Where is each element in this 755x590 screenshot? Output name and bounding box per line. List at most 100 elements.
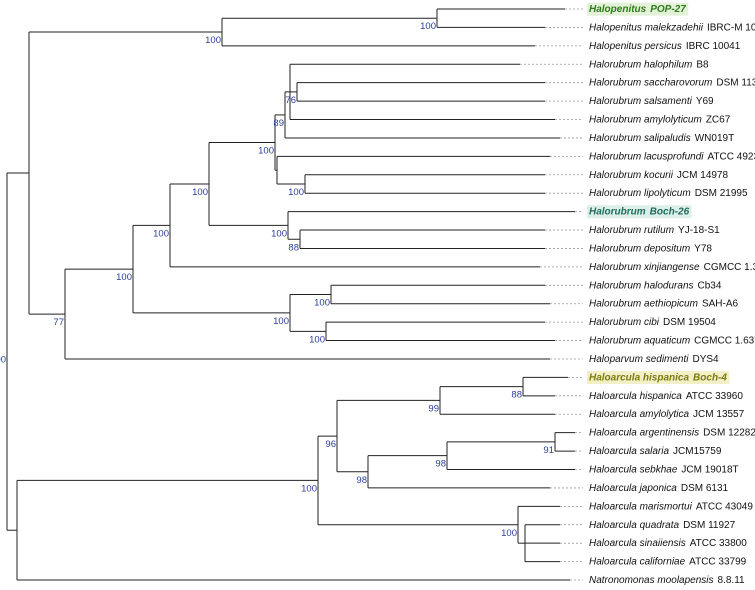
species-name: Haloarcula salaria: [589, 446, 669, 457]
strain: DSM 12282: [703, 427, 755, 438]
strain: DSM 1137: [716, 77, 755, 88]
species-name: Halorubrum cibi: [589, 317, 660, 328]
strain: ATCC 33960: [686, 390, 744, 401]
species-name: Halorubrum aethiopicum: [589, 298, 698, 309]
leaf-label: Haloarcula sebkhae JCM 19018T: [589, 464, 739, 475]
strain: DSM 6131: [681, 483, 729, 494]
leaf-label: Halorubrum xinjiangense CGMCC 1.3527: [589, 262, 755, 273]
strain: JCM 13557: [693, 409, 745, 420]
bootstrap-value: 77: [53, 317, 64, 328]
strain: DSM 11927: [683, 519, 736, 530]
strain: Y78: [694, 243, 712, 254]
strain: ATCC 43049: [696, 501, 754, 512]
bootstrap-value: 100: [288, 187, 304, 198]
species-name: Haloarcula amylolytica: [589, 409, 689, 420]
strain: CGMCC 1.3527: [704, 262, 755, 273]
strain: ATCC 33799: [689, 556, 747, 567]
leaf-label: Halorubrum salsamenti Y69: [589, 96, 714, 107]
strain: ATCC 33800: [690, 538, 748, 549]
species-name: Halorubrum saccharovorum: [589, 77, 712, 88]
strain: Y69: [696, 96, 714, 107]
species-name: Halorubrum kocurii: [589, 169, 674, 180]
strain: POP-27: [650, 4, 686, 15]
bootstrap-value: 100: [301, 483, 317, 494]
leaf-label: Halorubrum aquaticum CGMCC 1.6377: [589, 335, 755, 346]
leaf-label: Halorubrum depositum Y78: [589, 243, 712, 254]
strain: DSM 21995: [695, 188, 748, 199]
leaf-label: Halorubrum aethiopicum SAH-A6: [589, 298, 739, 309]
bootstrap-value: 100: [273, 316, 289, 327]
leaf-label: Haloarcula californiae ATCC 33799: [589, 556, 747, 567]
strain: ZC67: [706, 114, 731, 125]
species-name: Halorubrum salipaludis: [589, 133, 691, 144]
leaf-label: Halorubrum Boch-26: [589, 206, 690, 217]
bootstrap-value: 100: [271, 228, 287, 239]
bootstrap-value: 100: [153, 228, 169, 239]
strain: DSM 19504: [663, 317, 716, 328]
species-name: Haloparvum sedimenti: [589, 354, 689, 365]
leaf-label: Halorubrum kocurii JCM 14978: [589, 169, 728, 180]
bootstrap-value: 88: [288, 242, 299, 253]
species-name: Halorubrum: [589, 206, 646, 217]
leaf-label: Halorubrum lipolyticum DSM 21995: [589, 188, 748, 199]
species-name: Natronomonas moolapensis: [589, 575, 714, 586]
strain: JCM 14978: [677, 169, 729, 180]
strain: WN019T: [695, 133, 734, 144]
bootstrap-value: 100: [420, 21, 436, 32]
leaf-label: Halorubrum cibi DSM 19504: [589, 317, 716, 328]
species-name: Halorubrum aquaticum: [589, 335, 690, 346]
bootstrap-value: 100: [309, 334, 325, 345]
species-name: Halorubrum salsamenti: [589, 96, 693, 107]
highlight: [587, 2, 689, 16]
leaf-label: Halorubrum halophilum B8: [589, 59, 709, 70]
strain: Cb34: [698, 280, 722, 291]
strain: IBRC 10041: [686, 40, 741, 51]
leaf-label: Haloarcula salaria JCM15759: [589, 446, 722, 457]
bootstrap-value: 100: [258, 146, 274, 157]
highlight: [587, 371, 730, 385]
bootstrap-value: 88: [511, 390, 522, 401]
leaf-label: Halorubrum amylolyticum ZC67: [589, 114, 731, 125]
leaf-label: Haloarcula marismortui ATCC 43049: [589, 501, 753, 512]
bootstrap-value: 96: [325, 439, 336, 450]
bootstrap-value: 100: [116, 272, 132, 283]
strain: Boch-4: [693, 372, 727, 383]
species-name: Halopenitus: [589, 4, 647, 15]
species-name: Halorubrum amylolyticum: [589, 114, 702, 125]
strain: 8.8.11: [718, 575, 745, 586]
leaf-label: Haloarcula quadrata DSM 11927: [589, 519, 736, 530]
species-name: Halorubrum halodurans: [589, 280, 694, 291]
species-name: Haloarcula quadrata: [589, 519, 679, 530]
bootstrap-value: 91: [543, 445, 554, 456]
species-name: Haloarcula sinaiiensis: [589, 538, 686, 549]
leaf-label: Halorubrum saccharovorum DSM 1137: [589, 77, 755, 88]
bootstrap-value: 98: [356, 475, 367, 486]
bootstrap-value: 100: [0, 355, 6, 366]
leaf-label: Halorubrum rutilum YJ-18-S1: [589, 225, 720, 236]
bootstrap-value: 99: [428, 403, 439, 414]
species-name: Halorubrum depositum: [589, 243, 690, 254]
highlight: [587, 205, 692, 219]
leaf-label: Haloarcula hispanica ATCC 33960: [589, 390, 743, 401]
strain: JCM15759: [673, 446, 722, 457]
strain: SAH-A6: [702, 298, 739, 309]
leaf-label: Natronomonas moolapensis 8.8.11: [589, 575, 745, 586]
species-name: Haloarcula sebkhae: [589, 464, 678, 475]
strain: Boch-26: [650, 206, 690, 217]
species-name: Halorubrum rutilum: [589, 225, 674, 236]
species-name: Halopenitus malekzadehii: [589, 22, 704, 33]
bootstrap-value: 100: [205, 35, 221, 46]
bootstrap-value: 76: [285, 95, 296, 106]
bootstrap-value: 100: [501, 528, 517, 539]
leaf-label: Haloarcula hispanica Boch-4: [589, 372, 727, 383]
strain: ATCC 49239: [708, 151, 755, 162]
species-name: Halorubrum lacusprofundi: [589, 151, 704, 162]
leaf-label: Haloarcula amylolytica JCM 13557: [589, 409, 745, 420]
leaf-label: Halopenitus POP-27: [589, 4, 686, 15]
leaf-label: Haloarcula argentinensis DSM 12282: [589, 427, 755, 438]
bootstrap-value: 100: [314, 298, 330, 309]
species-name: Haloarcula californiae: [589, 556, 686, 567]
